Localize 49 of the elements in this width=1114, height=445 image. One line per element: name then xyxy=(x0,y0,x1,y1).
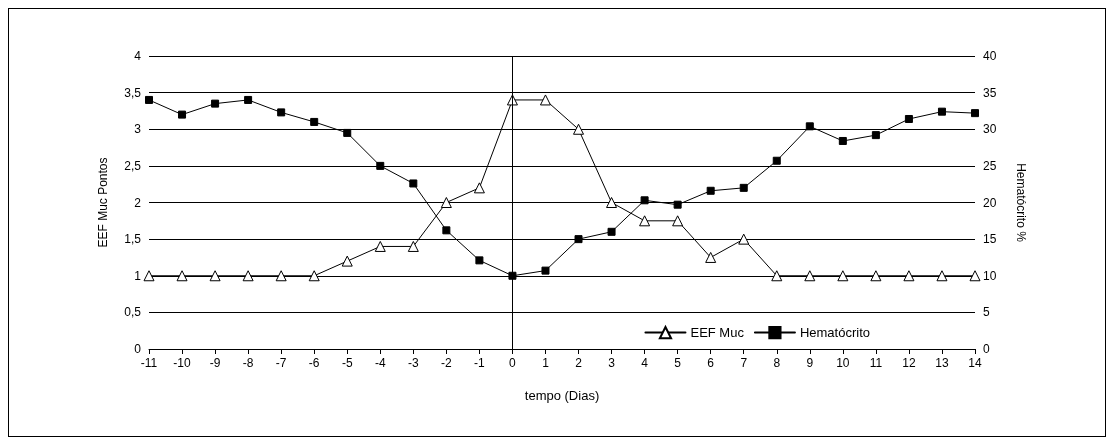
y2-tick-label: 5 xyxy=(983,305,990,320)
x-tick-label: 6 xyxy=(707,356,715,370)
y-axis-title: EEF Muc Pontos xyxy=(96,157,110,248)
x-tick-label: 7 xyxy=(740,356,748,370)
y-tick-label: 2,5 xyxy=(124,158,142,173)
x-tick-label: -11 xyxy=(140,356,158,370)
y2-tick-label: 30 xyxy=(983,122,997,137)
x-tick-label: -5 xyxy=(341,356,353,370)
x-tick-label: -2 xyxy=(441,356,453,370)
x-tick-label: 13 xyxy=(935,356,949,370)
x-tick-label: -10 xyxy=(173,356,192,370)
x-tick-label: 9 xyxy=(806,356,814,370)
x-tick-label: 3 xyxy=(608,356,616,370)
x-tick-label: 5 xyxy=(674,356,682,370)
y2-axis-title: Hematócrito % xyxy=(1014,163,1028,243)
x-tick-label: -3 xyxy=(407,356,419,370)
x-tick-label: -7 xyxy=(275,356,287,370)
x-tick-label: 14 xyxy=(968,356,982,370)
x-tick-label: 1 xyxy=(542,356,550,370)
x-tick-label: 12 xyxy=(902,356,916,370)
x-tick-label: -9 xyxy=(209,356,221,370)
x-tick-label: -6 xyxy=(308,356,320,370)
x-tick-label: 4 xyxy=(641,356,649,370)
y-tick-label: 1,5 xyxy=(124,232,142,247)
y-tick-label: 0 xyxy=(134,342,142,356)
y-tick-label: 3 xyxy=(134,122,142,137)
y2-tick-label: 25 xyxy=(983,158,997,173)
y-tick-label: 0,5 xyxy=(124,305,142,320)
y-tick-label: 2 xyxy=(134,195,142,210)
x-tick-label: 0 xyxy=(509,356,517,370)
y2-tick-label: 10 xyxy=(983,268,997,283)
y-tick-label: 1 xyxy=(134,268,142,283)
legend-label: Hematócrito xyxy=(799,325,870,341)
y-tick-label: 3,5 xyxy=(124,85,142,100)
y2-tick-label: 0 xyxy=(983,342,990,356)
x-tick-label: -8 xyxy=(242,356,254,370)
y-tick-label: 4 xyxy=(134,49,142,63)
x-tick-label: 11 xyxy=(869,356,883,370)
x-tick-label: 2 xyxy=(575,356,583,370)
x-axis-title: tempo (Dias) xyxy=(524,388,600,403)
y2-tick-label: 15 xyxy=(983,232,997,247)
x-tick-label: -4 xyxy=(374,356,386,370)
y2-tick-label: 20 xyxy=(983,195,997,210)
y2-tick-label: 40 xyxy=(983,49,997,63)
legend-label: EEF Muc xyxy=(690,325,745,341)
x-tick-label: 8 xyxy=(773,356,781,370)
x-tick-label: 10 xyxy=(836,356,850,370)
x-tick-label: -1 xyxy=(474,356,486,370)
y2-tick-label: 35 xyxy=(983,85,997,100)
